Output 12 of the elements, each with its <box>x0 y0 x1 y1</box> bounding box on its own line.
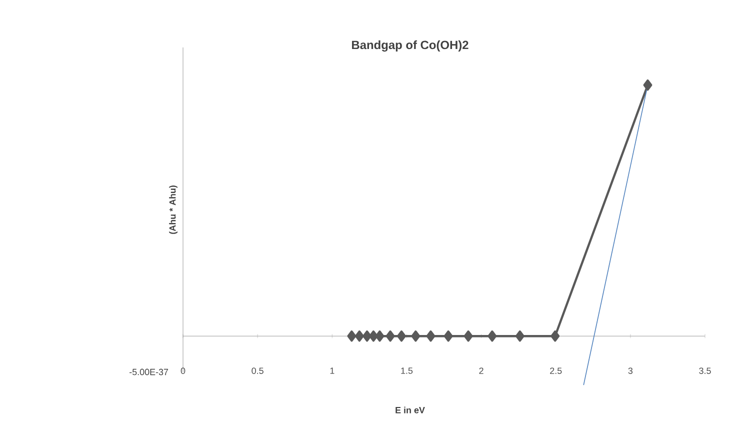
x-tick-label: 1.5 <box>401 368 413 374</box>
x-axis-title: E in eV <box>396 406 425 414</box>
x-tick-label: 2 <box>479 368 484 374</box>
x-tick-label: 1 <box>330 368 334 374</box>
x-tick-label: 0 <box>180 368 186 374</box>
x-tick-label: 0.5 <box>252 368 264 374</box>
x-tick-label: 3.5 <box>699 368 711 374</box>
chart-title: Bandgap of Co(OH)2 <box>352 40 468 52</box>
text: -5.00E-37 <box>130 368 168 376</box>
y-axis-title: (Ahu * Ahu) <box>169 186 178 234</box>
x-tick-label: 2.5 <box>550 368 562 374</box>
x-tick-label: 3 <box>628 368 633 374</box>
